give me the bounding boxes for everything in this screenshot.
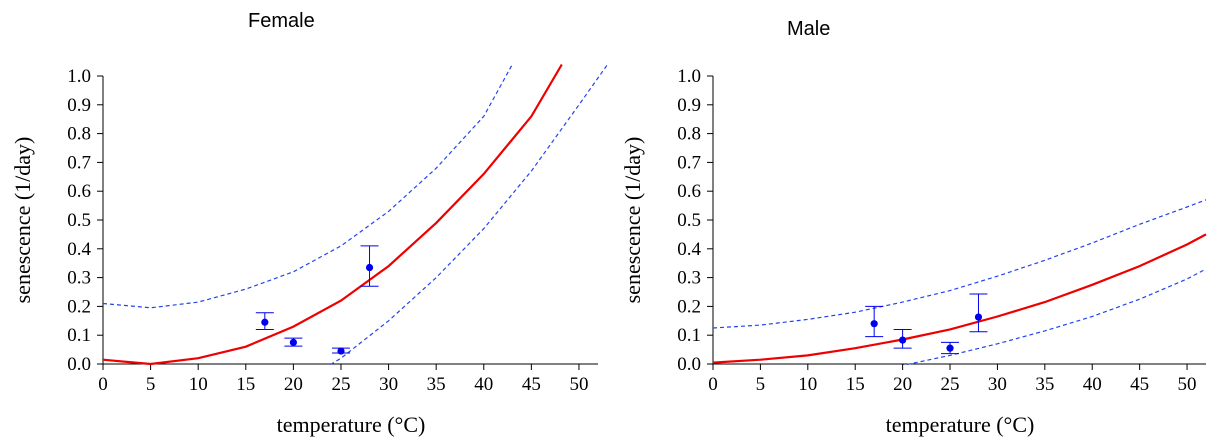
- male-curves: [712, 199, 1207, 365]
- male-x-tick-label: 0: [708, 374, 718, 395]
- male-x-tick-label: 35: [1035, 374, 1054, 395]
- male-y-tick-label: 0.1: [677, 325, 701, 346]
- female-chart: temperature (°C) senescence (1/day) 0.0 0…: [10, 63, 608, 437]
- female-y-tick-label: 0.2: [67, 296, 91, 317]
- male-x-tick-label: 25: [941, 374, 960, 395]
- male-data-point: [946, 344, 954, 352]
- female-band-upper-line: [102, 64, 513, 309]
- male-y-tick-label: 0.3: [677, 268, 701, 289]
- male-x-tick-label: 45: [1130, 374, 1149, 395]
- female-curves: [102, 63, 608, 365]
- male-x-tick-label: 10: [798, 374, 817, 395]
- male-y-tick-label: 0.8: [677, 124, 701, 145]
- female-data-point: [261, 318, 269, 326]
- male-chart: temperature (°C) senescence (1/day) 0.0 0…: [620, 66, 1207, 437]
- female-y-tick-label: 0.9: [67, 95, 91, 116]
- male-band-lower-line: [901, 268, 1207, 365]
- male-data-point: [974, 313, 983, 321]
- female-x-tick-label: 15: [236, 374, 255, 395]
- female-data-point: [365, 263, 374, 272]
- female-band-lower-line: [328, 64, 608, 365]
- male-data-point: [899, 336, 907, 344]
- male-y-tick-label: 0.9: [677, 95, 701, 116]
- male-x-tick-label: 5: [756, 374, 766, 395]
- female-x-tick-label: 30: [379, 374, 398, 395]
- male-x-axis-label: temperature (°C): [886, 412, 1035, 437]
- female-x-tick-label: 40: [474, 374, 493, 395]
- female-data-point: [337, 347, 345, 355]
- female-y-tick-label: 0.4: [67, 239, 91, 260]
- male-x-tick-label: 40: [1083, 374, 1102, 395]
- male-fit-line: [712, 233, 1207, 364]
- female-x-axis-label: temperature (°C): [277, 412, 426, 437]
- female-y-tick-label: 0.3: [67, 268, 91, 289]
- female-y-tick-label: 0.1: [67, 325, 91, 346]
- male-band-upper-line: [712, 199, 1207, 329]
- female-x-tick-label: 25: [331, 374, 350, 395]
- male-x-tick-label: 15: [846, 374, 865, 395]
- female-x-tick-label: 5: [146, 374, 156, 395]
- male-x-tick-label: 50: [1178, 374, 1197, 395]
- female-y-tick-label: 0.6: [67, 181, 91, 202]
- female-y-tick-label: 1.0: [67, 66, 91, 87]
- male-data-point: [870, 320, 878, 328]
- female-data-point: [289, 338, 297, 346]
- female-x-tick-label: 10: [189, 374, 208, 395]
- female-x-tick-label: 35: [427, 374, 446, 395]
- male-y-tick-label: 0.2: [677, 296, 701, 317]
- male-y-tick-label: 0.7: [677, 152, 701, 173]
- male-x-tick-label: 20: [893, 374, 912, 395]
- female-fit-line: [102, 63, 563, 365]
- female-y-axis-label: senescence (1/day): [10, 137, 35, 304]
- male-y-tick-label: 1.0: [677, 66, 701, 87]
- male-chart-title: Male: [787, 18, 831, 40]
- male-y-axis-label: senescence (1/day): [620, 137, 645, 304]
- male-y-tick-label: 0.0: [677, 354, 701, 375]
- male-y-tick-label: 0.5: [677, 210, 701, 231]
- male-x-tick-label: 30: [988, 374, 1007, 395]
- female-x-tick-label: 0: [98, 374, 108, 395]
- female-x-tick-label: 50: [569, 374, 588, 395]
- female-chart-title: Female: [248, 10, 315, 32]
- female-y-tick-label: 0.0: [67, 354, 91, 375]
- female-y-tick-label: 0.8: [67, 124, 91, 145]
- male-y-tick-label: 0.6: [677, 181, 701, 202]
- female-y-tick-label: 0.5: [67, 210, 91, 231]
- male-y-tick-label: 0.4: [677, 239, 701, 260]
- female-x-tick-label: 45: [522, 374, 541, 395]
- female-y-tick-label: 0.7: [67, 152, 91, 173]
- female-x-tick-label: 20: [284, 374, 303, 395]
